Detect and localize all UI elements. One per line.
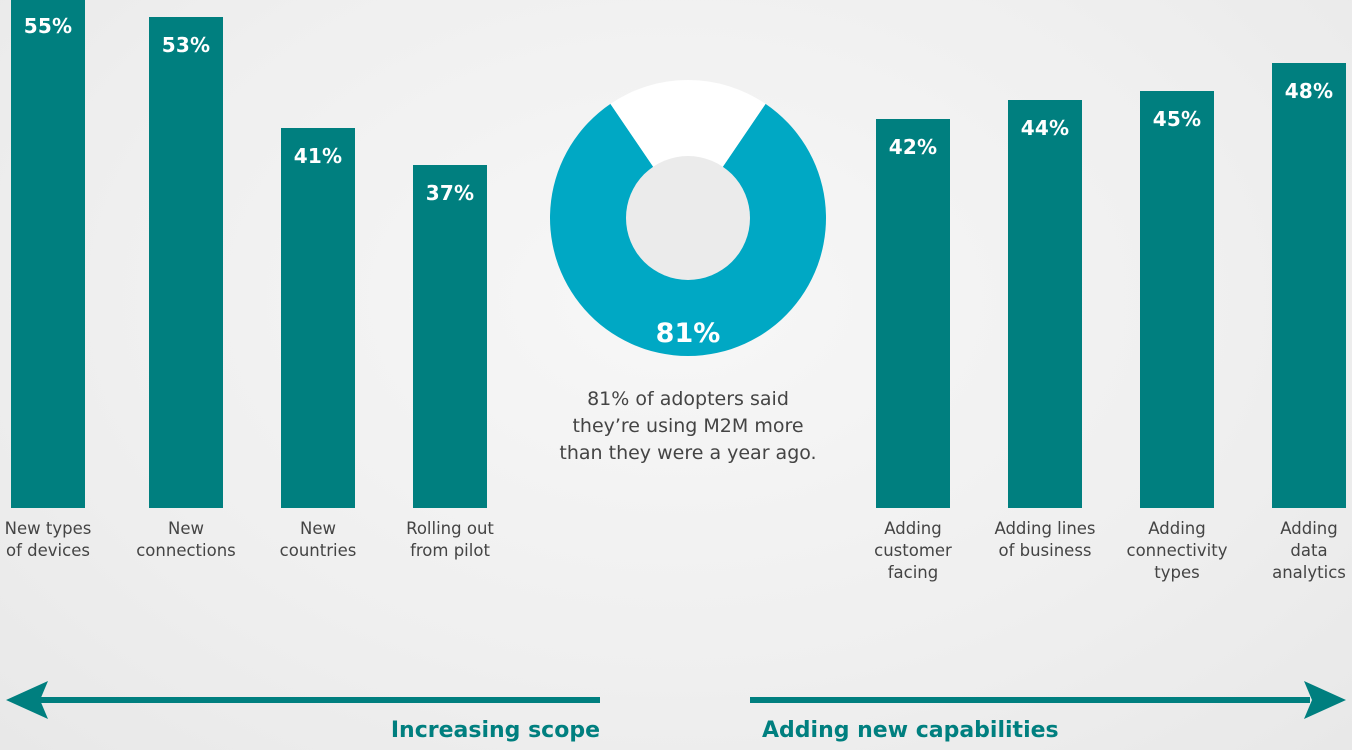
category-label-adding-lines-of-business: Adding lines of business [994, 519, 1096, 560]
category-label-adding-data-analytics: Adding data analytics [1272, 519, 1346, 582]
value-label-adding-connectivity-types: 45% [1152, 107, 1202, 131]
value-label-adding-lines-of-business: 44% [1020, 116, 1070, 141]
value-label-new-connections: 53% [161, 32, 211, 57]
value-label-adding-customer-facing: 42% [888, 134, 938, 159]
donut-chart: 81% [550, 80, 826, 356]
value-label-new-countries: 41% [293, 144, 343, 169]
donut-value-label: 81% [656, 318, 721, 349]
bar-adding-lines-of-business [1008, 100, 1082, 508]
left-arrow-label: Increasing scope [390, 718, 600, 743]
category-label-rolling-out-from-pilot: Rolling out from pilot [406, 519, 494, 560]
category-label-adding-customer-facing: Adding customer facing [874, 519, 952, 582]
bar-adding-customer-facing [876, 118, 950, 508]
right-arrow-head-icon [1304, 681, 1346, 719]
value-label-new-types-of-devices: 55% [23, 14, 73, 39]
bar-new-types-of-devices [11, 0, 85, 508]
donut-caption-text: 81% of adopters said they’re using M2M m… [559, 388, 817, 464]
donut-caption: 81% of adopters said they’re using M2M m… [520, 386, 856, 467]
value-label-rolling-out-from-pilot: 37% [425, 181, 475, 206]
donut-slice-19 [610, 80, 766, 218]
donut-hole [626, 156, 750, 280]
category-label-adding-connectivity-types: Adding connectivity types [1126, 519, 1228, 582]
category-label-new-types-of-devices: New types of devices [4, 519, 92, 560]
bar-rolling-out-from-pilot [413, 165, 487, 508]
left-arrow-head-icon [6, 681, 48, 719]
bar-new-countries [281, 128, 355, 508]
category-label-new-connections: New connections [136, 519, 236, 560]
bar-new-connections [149, 16, 223, 508]
bar-adding-connectivity-types [1140, 91, 1214, 508]
value-label-adding-data-analytics: 48% [1284, 79, 1334, 104]
category-label-new-countries: New countries [279, 519, 357, 560]
donut-svg: 81% [550, 80, 826, 356]
bar-adding-data-analytics [1272, 63, 1346, 508]
right-arrow-label: Adding new capabilities [762, 718, 1059, 743]
